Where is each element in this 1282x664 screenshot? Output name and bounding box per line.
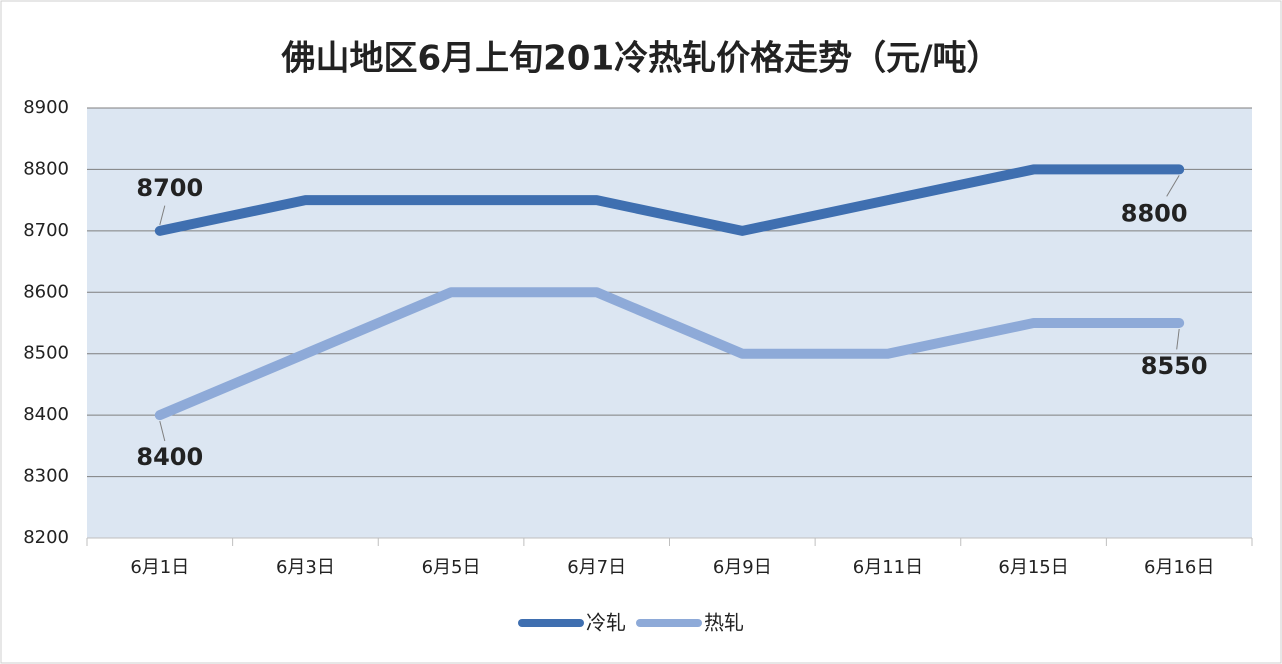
chart-title: 佛山地区6月上旬201冷热轧价格走势（元/吨） — [280, 39, 1000, 79]
data-label: 8800 — [1121, 199, 1188, 227]
leader-line — [1176, 328, 1180, 350]
y-tick-label: 8500 — [23, 343, 69, 364]
x-tick-label: 6月7日 — [567, 557, 626, 578]
data-label: 8550 — [1141, 352, 1208, 380]
x-tick-label: 6月16日 — [1144, 557, 1214, 578]
leader-line — [1166, 175, 1180, 197]
y-tick-label: 8700 — [23, 220, 69, 241]
legend-label: 冷轧 — [586, 611, 626, 635]
line-series — [154, 287, 1185, 421]
y-tick-label: 8200 — [23, 527, 69, 548]
data-label: 8700 — [136, 174, 203, 202]
data-label: 8400 — [136, 443, 203, 471]
x-tick-label: 6月9日 — [713, 557, 772, 578]
y-tick-label: 8800 — [23, 158, 69, 179]
y-tick-label: 8900 — [23, 97, 69, 118]
x-tick-label: 6月15日 — [998, 557, 1068, 578]
line-series — [154, 164, 1185, 236]
x-tick-label: 6月1日 — [130, 557, 189, 578]
leader-line — [159, 421, 166, 442]
x-tick-label: 6月5日 — [422, 557, 481, 578]
y-tick-label: 8600 — [23, 281, 69, 302]
y-tick-label: 8400 — [23, 404, 69, 425]
y-tick-label: 8300 — [23, 466, 69, 487]
x-tick-label: 6月11日 — [853, 557, 923, 578]
legend-label: 热轧 — [704, 611, 744, 635]
leader-line — [159, 205, 166, 225]
x-tick-label: 6月3日 — [276, 557, 335, 578]
